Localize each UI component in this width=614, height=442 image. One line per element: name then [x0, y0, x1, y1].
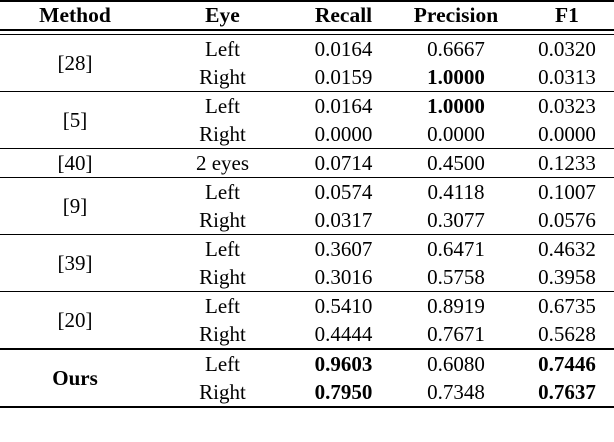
precision-cell: 0.6471 [427, 236, 485, 261]
method-cell: [5] [0, 91, 150, 149]
precision-cell: 0.3077 [392, 206, 520, 235]
table-row: Right 0.3016 0.5758 0.3958 [0, 263, 614, 292]
f1-cell: 0.0320 [538, 36, 596, 61]
recall-cell: 0.0000 [295, 120, 392, 149]
table-row: [9] Left 0.0574 0.4118 0.1007 [0, 177, 614, 235]
eye-cell: Left [205, 93, 240, 118]
method-cell: [39] [0, 234, 150, 292]
eye-cell: 2 eyes [150, 148, 295, 178]
f1-cell: 0.4632 [538, 236, 596, 261]
f1-cell: 0.5628 [520, 320, 614, 350]
precision-cell: 0.4500 [392, 148, 520, 178]
header-method: Method [0, 1, 150, 31]
precision-cell: 0.5758 [392, 263, 520, 292]
table-row: [5] Left 0.0164 1.0000 0.0323 [0, 91, 614, 149]
f1-cell: 0.6735 [538, 293, 596, 318]
eye-cell: Left [205, 351, 240, 376]
header-precision: Precision [392, 1, 520, 31]
table-row: Ours Left 0.9603 0.6080 0.7446 [0, 349, 614, 388]
table-row: [40] 2 eyes 0.0714 0.4500 0.1233 [0, 148, 614, 178]
table-row: Right 0.0000 0.0000 0.0000 [0, 120, 614, 149]
results-table: Method Eye Recall Precision F1 [28] Left 0… [0, 0, 614, 408]
eye-cell: Right [150, 320, 295, 350]
recall-cell: 0.5410 [314, 293, 373, 318]
f1-cell: 0.7446 [538, 351, 596, 376]
recall-cell: 0.3016 [295, 263, 392, 292]
table-row: Right 0.0159 1.0000 0.0313 [0, 63, 614, 92]
f1-cell: 0.7637 [538, 379, 596, 404]
f1-cell: 0.1007 [538, 179, 596, 204]
eye-cell: Right [150, 63, 295, 92]
precision-cell: 1.0000 [427, 93, 485, 118]
eye-cell: Left [205, 293, 240, 318]
eye-cell: Right [150, 206, 295, 235]
method-cell: [9] [0, 177, 150, 235]
f1-cell: 0.3958 [520, 263, 614, 292]
table-row: [20] Left 0.5410 0.8919 0.6735 [0, 291, 614, 350]
method-cell: [20] [0, 291, 150, 350]
precision-cell: 0.7348 [427, 379, 485, 404]
precision-cell: 0.0000 [392, 120, 520, 149]
table-row: Right 0.4444 0.7671 0.5628 [0, 320, 614, 350]
precision-cell: 0.8919 [427, 293, 485, 318]
f1-cell: 0.0000 [520, 120, 614, 149]
f1-cell: 0.0576 [520, 206, 614, 235]
recall-cell: 0.0317 [295, 206, 392, 235]
precision-cell: 1.0000 [392, 63, 520, 92]
eye-cell: Left [205, 236, 240, 261]
method-cell: [28] [0, 34, 150, 92]
header-row: Method Eye Recall Precision F1 [0, 1, 614, 31]
precision-cell: 0.7671 [392, 320, 520, 350]
recall-cell: 0.0164 [314, 36, 373, 61]
table-row: [39] Left 0.3607 0.6471 0.4632 [0, 234, 614, 292]
precision-cell: 0.6667 [427, 36, 485, 61]
header-recall: Recall [295, 1, 392, 31]
recall-cell: 0.7950 [314, 379, 373, 404]
precision-cell: 0.4118 [427, 179, 485, 204]
recall-cell: 0.0159 [295, 63, 392, 92]
f1-cell: 0.0323 [538, 93, 596, 118]
eye-cell: Left [205, 179, 240, 204]
recall-cell: 0.0164 [314, 93, 373, 118]
recall-cell: 0.3607 [314, 236, 373, 261]
eye-cell: Right [150, 263, 295, 292]
eye-cell: Right [199, 379, 246, 404]
f1-cell: 0.1233 [520, 148, 614, 178]
header-eye: Eye [150, 1, 295, 31]
header-f1: F1 [520, 1, 614, 31]
eye-cell: Right [150, 120, 295, 149]
recall-cell: 0.0574 [314, 179, 373, 204]
eye-cell: Left [205, 36, 240, 61]
table-body: [28] Left 0.0164 0.6667 0.0320 Right 0.0159 1.0… [0, 34, 614, 408]
method-cell: Ours [52, 365, 98, 390]
table-row: Right 0.0317 0.3077 0.0576 [0, 206, 614, 235]
table-row: [28] Left 0.0164 0.6667 0.0320 [0, 34, 614, 92]
precision-cell: 0.6080 [427, 351, 485, 376]
double-rule [0, 30, 614, 35]
method-cell: [40] [0, 148, 150, 178]
f1-cell: 0.0313 [520, 63, 614, 92]
recall-cell: 0.0714 [295, 148, 392, 178]
table-row: Right 0.7950 0.7348 0.7637 [0, 378, 614, 407]
recall-cell: 0.9603 [314, 351, 373, 376]
recall-cell: 0.4444 [295, 320, 392, 350]
